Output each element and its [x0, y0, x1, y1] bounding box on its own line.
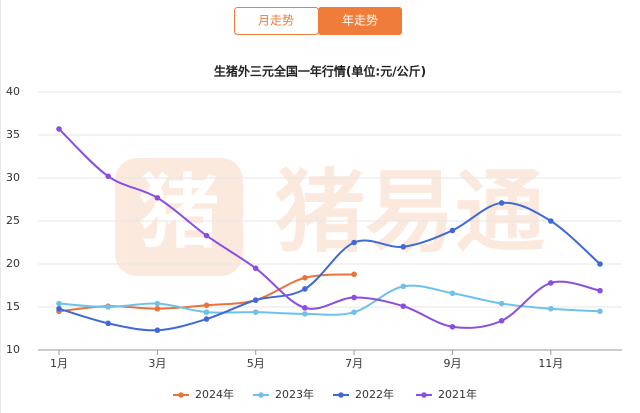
y-tick-label: 15: [6, 300, 20, 313]
point: [203, 232, 210, 239]
legend-dot: [178, 392, 184, 398]
watermark-text: 猪易通: [275, 160, 545, 265]
point: [154, 327, 161, 334]
point: [449, 323, 456, 330]
tab-label[interactable]: 年走势: [342, 14, 378, 28]
legend-dot: [421, 392, 427, 398]
legend-dot: [338, 392, 344, 398]
y-tick-label: 40: [6, 85, 20, 98]
point: [498, 317, 505, 324]
point: [351, 271, 357, 278]
point: [154, 194, 161, 201]
x-tick-label: 9月: [443, 357, 461, 370]
point: [105, 173, 111, 180]
line: [58, 128, 601, 329]
point: [498, 300, 505, 307]
legend-label: 2021年: [438, 387, 477, 401]
point: [351, 239, 357, 246]
point: [105, 320, 111, 327]
x-tick-label: 5月: [247, 357, 265, 370]
y-tick-label: 35: [6, 128, 20, 141]
x-tick-label: 3月: [148, 357, 166, 370]
point: [302, 305, 308, 311]
point: [302, 311, 308, 317]
x-tick-label: 11月: [538, 357, 563, 370]
point: [154, 300, 161, 307]
y-tick-label: 25: [6, 214, 20, 227]
x-tick-label: 1月: [50, 357, 68, 370]
watermark-logo-bg: [115, 158, 243, 276]
watermark: 猪 猪易通: [115, 158, 545, 276]
point: [400, 283, 407, 290]
point: [548, 218, 554, 224]
legend-dot: [258, 392, 264, 398]
legend-label: 2023年: [275, 387, 314, 401]
tab-year[interactable]: [318, 7, 402, 35]
point: [400, 303, 407, 309]
point: [498, 200, 505, 206]
point: [154, 305, 161, 312]
point: [56, 305, 62, 312]
point: [449, 227, 456, 234]
point: [252, 265, 259, 272]
point: [449, 290, 456, 297]
point: [351, 309, 357, 315]
point: [597, 287, 603, 294]
point: [302, 274, 308, 281]
chart-title: 生猪外三元全国一年行情(单位:元/公斤): [214, 64, 426, 79]
y-tick-label: 30: [6, 171, 20, 184]
legend-label: 2024年: [195, 387, 234, 401]
legend-label: 2022年: [355, 387, 394, 401]
y-tick-label: 10: [6, 343, 20, 356]
tab-label[interactable]: 月走势: [258, 14, 294, 28]
point: [252, 309, 259, 315]
point: [56, 300, 62, 307]
point: [400, 244, 407, 250]
point: [203, 302, 210, 309]
point: [252, 297, 259, 303]
point: [105, 304, 111, 310]
line: [58, 284, 601, 316]
x-tick-label: 7月: [345, 357, 363, 370]
point: [302, 286, 308, 292]
point: [548, 305, 554, 312]
point: [203, 309, 210, 315]
point: [597, 308, 603, 315]
point: [203, 316, 210, 322]
point: [548, 280, 554, 286]
point: [351, 294, 357, 301]
point: [56, 126, 62, 132]
point: [597, 261, 603, 267]
y-tick-label: 20: [6, 257, 20, 270]
